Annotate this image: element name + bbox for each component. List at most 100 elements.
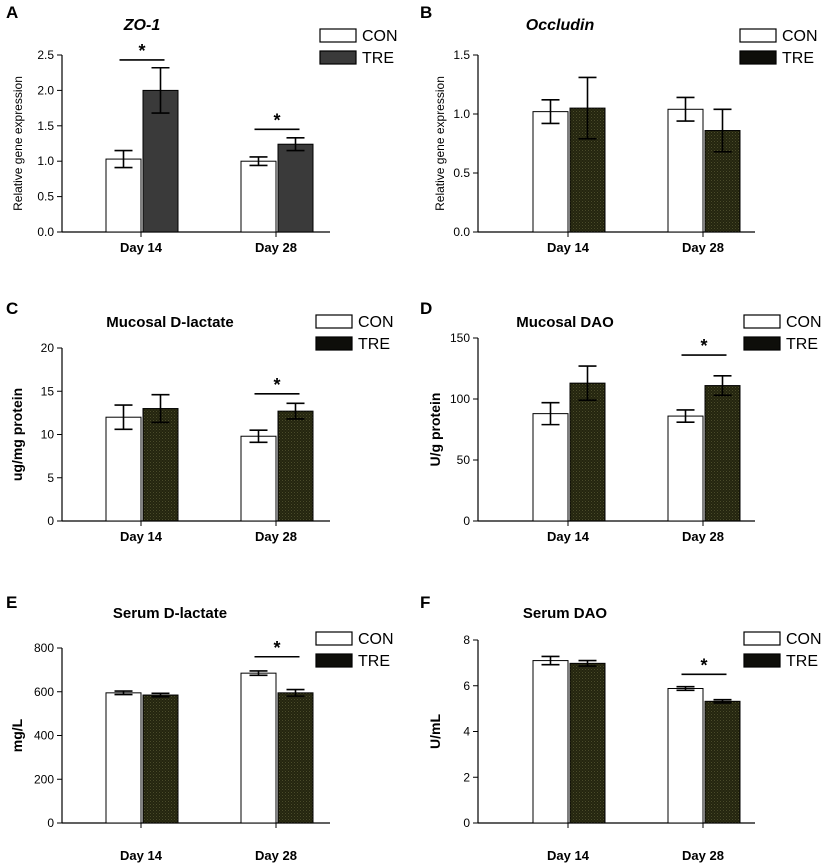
y-tick-label: 0.5 (453, 166, 470, 180)
legend-con-label: CON (786, 631, 822, 648)
legend-tre-swatch (319, 50, 357, 65)
legend-con-label: CON (786, 314, 822, 331)
y-tick-label: 4 (463, 725, 470, 739)
legend-tre-label: TRE (782, 50, 814, 67)
y-axis-label: U/mL (427, 714, 443, 749)
significance-marker: * (700, 655, 707, 675)
con-bar (532, 111, 569, 233)
y-tick-label: 6 (463, 679, 470, 693)
x-category-label: Day 28 (682, 529, 724, 544)
tre-bar (142, 694, 179, 824)
panel-title: Serum DAO (523, 605, 608, 622)
panel-b: B Occludin Relative gene expression 0.0 0.5 1… (420, 3, 818, 255)
legend-con-swatch (743, 631, 781, 646)
legend-con-swatch (319, 28, 357, 43)
legend-tre-swatch (743, 653, 781, 668)
con-bar (105, 416, 142, 522)
panel-letter: C (6, 299, 18, 318)
y-axis-label: U/g protein (427, 393, 443, 467)
panel-letter: E (6, 593, 17, 612)
y-tick-label: 600 (34, 685, 54, 699)
tre-bar (704, 700, 741, 824)
y-tick-label: 0 (463, 816, 470, 830)
panel-e: E Serum D-lactate mg/L 0 200 400 600 800 Day 14 D… (6, 593, 394, 863)
y-tick-label: 20 (41, 341, 55, 355)
x-category-label: Day 14 (547, 848, 590, 863)
legend-tre-swatch (739, 50, 777, 65)
y-tick-label: 0 (47, 816, 54, 830)
y-tick-label: 2 (463, 770, 470, 784)
y-tick-label: 5 (47, 471, 54, 485)
y-tick-label: 0.0 (453, 225, 470, 239)
legend-con-swatch (739, 28, 777, 43)
y-tick-label: 1.5 (37, 119, 54, 133)
tre-bar (277, 143, 314, 233)
panel-a: A ZO-1 Relative gene expression 0.0 0.5 1.0 1.… (6, 3, 398, 255)
tre-bar (142, 89, 179, 233)
y-axis-label: Relative gene expression (11, 76, 25, 211)
y-axis-label: Relative gene expression (433, 76, 447, 211)
y-tick-label: 0.0 (37, 225, 54, 239)
y-tick-label: 1.0 (453, 107, 470, 121)
y-tick-label: 2.0 (37, 83, 54, 97)
legend-tre-label: TRE (786, 336, 818, 353)
con-bar (667, 108, 704, 233)
x-category-label: Day 14 (120, 529, 163, 544)
con-bar (240, 160, 277, 233)
con-bar (240, 435, 277, 522)
y-tick-label: 0.5 (37, 190, 54, 204)
legend-con-label: CON (362, 28, 398, 45)
con-bar (240, 672, 277, 824)
y-axis-label: mg/L (9, 718, 25, 752)
y-tick-label: 2.5 (37, 48, 54, 62)
con-bar (667, 687, 704, 824)
con-bar (532, 413, 569, 522)
panel-c: C Mucosal D-lactate ug/mg protein 0 5 10 15 20 D… (6, 299, 394, 544)
x-category-label: Day 28 (682, 240, 724, 255)
tre-bar (569, 382, 606, 522)
significance-marker: * (273, 375, 280, 395)
y-tick-label: 200 (34, 772, 54, 786)
legend-tre-swatch (315, 336, 353, 351)
panel-f: F Serum DAO U/mL 0 2 4 6 8 Day 14 Day 28 * CON TRE (420, 593, 822, 863)
panel-letter: F (420, 593, 430, 612)
x-category-label: Day 28 (255, 848, 297, 863)
y-tick-label: 1.5 (453, 48, 470, 62)
y-tick-label: 10 (41, 428, 55, 442)
panel-title: ZO-1 (123, 17, 161, 34)
tre-bar (569, 662, 606, 824)
legend-con-label: CON (782, 28, 818, 45)
y-tick-label: 400 (34, 729, 54, 743)
x-category-label: Day 28 (255, 529, 297, 544)
con-bar (667, 415, 704, 522)
y-axis-label: ug/mg protein (9, 388, 25, 481)
legend-tre-label: TRE (786, 653, 818, 670)
x-category-label: Day 14 (120, 848, 163, 863)
panel-letter: A (6, 3, 18, 22)
y-tick-label: 15 (41, 384, 55, 398)
panel-title: Occludin (526, 17, 595, 34)
y-tick-label: 8 (463, 633, 470, 647)
y-tick-label: 800 (34, 641, 54, 655)
panel-title: Serum D-lactate (113, 605, 227, 622)
panel-title: Mucosal D-lactate (106, 314, 234, 331)
y-tick-label: 0 (47, 514, 54, 528)
legend-con-swatch (315, 631, 353, 646)
y-tick-label: 1.0 (37, 154, 54, 168)
significance-marker: * (138, 41, 145, 61)
x-category-label: Day 14 (547, 240, 590, 255)
legend-con-label: CON (358, 631, 394, 648)
y-tick-label: 0 (463, 514, 470, 528)
legend-con-swatch (743, 314, 781, 329)
legend-tre-label: TRE (362, 50, 394, 67)
tre-bar (277, 410, 314, 522)
legend-tre-label: TRE (358, 653, 390, 670)
x-category-label: Day 28 (255, 240, 297, 255)
legend-con-label: CON (358, 314, 394, 331)
con-bar (105, 692, 142, 824)
panel-letter: D (420, 299, 432, 318)
y-tick-label: 100 (450, 392, 470, 406)
x-category-label: Day 14 (547, 529, 590, 544)
significance-marker: * (700, 336, 707, 356)
